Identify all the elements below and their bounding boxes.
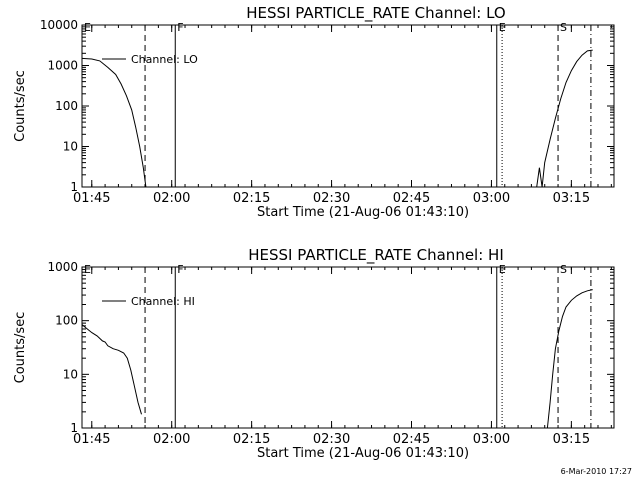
chart-2-xlabel: Start Time (21-Aug-06 01:43:10) [257,446,469,461]
chart-1-series-line-0-0 [81,57,147,188]
chart-2-series-line-0-1 [546,289,593,429]
chart-1-xlabel: Start Time (21-Aug-06 01:43:10) [257,205,469,220]
chart-2-xtick-label-2: 02:15 [233,432,270,447]
chart-2-ytick-label-1: 10 [63,367,78,381]
footer-timestamp: 6-Mar-2010 17:27 [560,467,632,476]
chart-1-frame [81,24,615,188]
chart-1-xtick-label-6: 03:15 [553,191,590,206]
chart-1-event-label-0: E [84,21,91,34]
chart-1-xtick-label-0: 01:45 [73,191,110,206]
chart-1-ylabel: Counts/sec [13,70,28,142]
chart-2-xtick-label-0: 01:45 [73,432,110,447]
chart-2-series-line-0-0 [81,324,142,415]
chart-2-xtick-label-5: 03:00 [473,432,510,447]
chart-1-xtick-label-3: 02:30 [313,191,350,206]
chart-1-legend-label: Channel: LO [131,53,198,66]
chart-1-xtick-label-2: 02:15 [233,191,270,206]
chart-2-event-label-2: F [177,263,183,276]
chart-2-event-label-3: E [499,263,506,276]
chart-1-ytick-label-2: 100 [55,99,78,113]
chart-2-legend-label: Channel: HI [131,295,195,308]
chart-1-xtick-label-4: 02:45 [393,191,430,206]
chart-1-xtick-label-1: 02:00 [153,191,190,206]
chart-1-ytick-label-0: 1 [70,180,78,194]
chart-1-ytick-label-1: 10 [63,140,78,154]
chart-2-frame [81,266,615,429]
chart-1-series-line-0-1 [536,49,593,188]
chart-2-xtick-label-1: 02:00 [153,432,190,447]
chart-2-title: HESSI PARTICLE_RATE Channel: HI [248,246,504,265]
chart-2-event-label-0: E [84,263,91,276]
chart-2-event-label-5: S [560,263,567,276]
chart-1-event-label-3: E [499,21,506,34]
chart-1-xtick-label-5: 03:00 [473,191,510,206]
chart-2-ytick-label-0: 1 [70,421,78,435]
chart-2-ytick-label-2: 100 [55,314,78,328]
chart-2-xtick-label-3: 02:30 [313,432,350,447]
chart-2-xtick-label-6: 03:15 [553,432,590,447]
chart-1-event-label-2: F [177,21,183,34]
chart-2-ylabel: Counts/sec [13,312,28,384]
chart-2-ytick-label-3: 1000 [47,260,78,274]
chart-2-xtick-label-4: 02:45 [393,432,430,447]
chart-1-ytick-label-4: 10000 [40,18,78,32]
chart-1-event-label-5: S [560,21,567,34]
chart-1-ytick-label-3: 1000 [47,59,78,73]
chart-1-title: HESSI PARTICLE_RATE Channel: LO [246,4,505,23]
